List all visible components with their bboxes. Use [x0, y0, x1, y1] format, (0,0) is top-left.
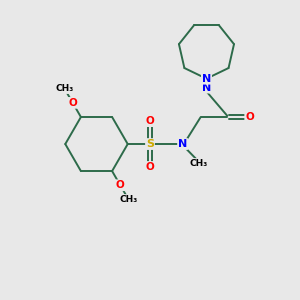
- Text: O: O: [245, 112, 254, 122]
- Text: N: N: [202, 82, 211, 93]
- Text: CH₃: CH₃: [56, 84, 74, 93]
- Text: N: N: [178, 139, 187, 149]
- Text: O: O: [146, 116, 154, 126]
- Text: S: S: [146, 139, 154, 149]
- Text: N: N: [202, 74, 211, 84]
- Text: O: O: [116, 180, 125, 190]
- Text: O: O: [146, 162, 154, 172]
- Text: CH₃: CH₃: [190, 159, 208, 168]
- Text: CH₃: CH₃: [119, 195, 138, 204]
- Text: O: O: [68, 98, 77, 108]
